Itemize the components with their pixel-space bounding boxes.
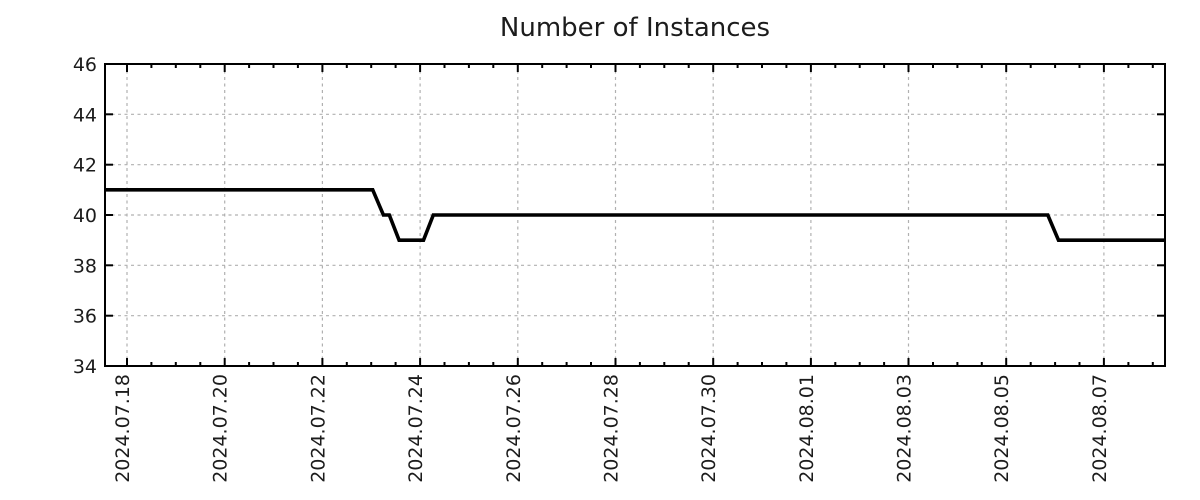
x-tick-label: 2024.07.30 [698, 374, 720, 483]
x-tick-labels: 2024.07.18 2024.07.20 2024.07.22 2024.07.24… [112, 374, 1111, 483]
x-tick-label: 2024.07.24 [405, 374, 427, 483]
x-tick-label: 2024.08.01 [796, 374, 818, 483]
y-tick-label: 34 [73, 356, 97, 378]
y-tick-label: 46 [73, 54, 97, 76]
y-tick-label: 36 [73, 306, 97, 328]
x-tick-label: 2024.07.20 [210, 374, 232, 483]
x-tick-label: 2024.07.28 [601, 374, 623, 483]
y-tick-label: 38 [73, 255, 97, 277]
x-tick-label: 2024.07.26 [503, 374, 525, 483]
y-tick-label: 42 [73, 155, 97, 177]
x-tick-label: 2024.07.22 [307, 374, 329, 483]
y-tick-labels: 34 36 38 40 42 44 46 [73, 54, 97, 378]
y-tick-label: 44 [73, 104, 97, 126]
x-tick-label: 2024.08.07 [1089, 374, 1111, 483]
x-tick-label: 2024.07.18 [112, 374, 134, 483]
y-tick-label: 40 [73, 205, 97, 227]
data-line-instances [105, 188, 1165, 242]
chart-title: Number of Instances [499, 13, 771, 43]
x-tick-label: 2024.08.03 [894, 374, 916, 483]
axis-ticks [105, 63, 1165, 367]
x-tick-label: 2024.08.05 [991, 374, 1013, 483]
